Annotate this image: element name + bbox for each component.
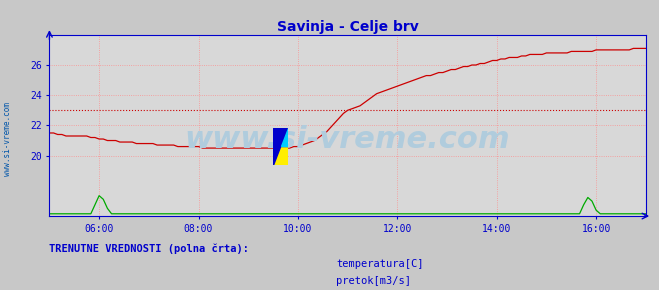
Polygon shape — [281, 128, 288, 146]
Text: www.si-vreme.com: www.si-vreme.com — [3, 102, 13, 176]
Title: Savinja - Celje brv: Savinja - Celje brv — [277, 20, 418, 34]
Polygon shape — [273, 146, 281, 165]
Polygon shape — [273, 128, 288, 146]
Text: www.si-vreme.com: www.si-vreme.com — [185, 125, 511, 154]
Polygon shape — [273, 146, 288, 165]
Text: TRENUTNE VREDNOSTI (polna črta):: TRENUTNE VREDNOSTI (polna črta): — [49, 244, 249, 254]
Text: temperatura[C]: temperatura[C] — [336, 259, 424, 269]
Text: pretok[m3/s]: pretok[m3/s] — [336, 276, 411, 286]
